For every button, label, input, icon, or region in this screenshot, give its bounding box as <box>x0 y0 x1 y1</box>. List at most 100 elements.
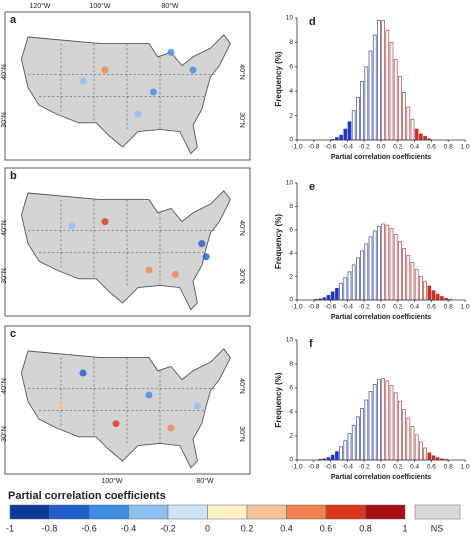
bar <box>427 452 432 461</box>
bar <box>347 121 352 141</box>
lat-label: 30°N <box>238 112 246 128</box>
x-tick-label: -0.2 <box>359 304 371 311</box>
bar <box>330 454 335 461</box>
map-patch <box>193 402 201 410</box>
x-tick-label: -0.4 <box>342 464 354 471</box>
map-patch <box>167 424 175 432</box>
bar <box>377 379 381 461</box>
bar <box>351 110 356 141</box>
lat-label: 40°N <box>0 64 8 80</box>
bar <box>419 276 423 301</box>
x-tick-label: 0.8 <box>444 144 453 151</box>
map-patch <box>101 66 109 74</box>
colorbar-label: -0.8 <box>42 523 58 533</box>
bar <box>393 392 398 461</box>
map-patch <box>101 218 109 226</box>
bar <box>398 400 402 461</box>
colorbar-swatch <box>167 504 208 520</box>
bar <box>351 424 356 461</box>
bar <box>402 92 406 141</box>
y-tick-label: 10 <box>286 180 294 187</box>
bar <box>339 446 343 461</box>
x-axis-label: Partial correlation coefficients <box>331 314 431 321</box>
bar <box>431 455 436 461</box>
bar <box>368 236 373 301</box>
colorbar-swatch <box>365 504 406 520</box>
x-tick-label: -0.2 <box>359 464 371 471</box>
y-tick-label: 2 <box>289 112 293 119</box>
map-patch <box>149 88 157 96</box>
y-tick-label: 4 <box>289 250 293 257</box>
bar <box>398 76 402 141</box>
bar <box>410 118 415 141</box>
bar <box>393 59 398 141</box>
bar <box>381 223 385 301</box>
bar <box>330 291 335 301</box>
y-tick-label: 4 <box>289 88 293 95</box>
lat-label: 40°N <box>238 64 246 80</box>
bar <box>410 426 415 461</box>
bar <box>427 285 432 301</box>
bar <box>440 296 444 301</box>
bar <box>398 241 402 301</box>
y-tick-label: 10 <box>286 15 294 22</box>
map-patch <box>134 110 142 118</box>
bar <box>339 283 343 301</box>
lat-label: 30°N <box>0 268 8 284</box>
y-tick-label: 6 <box>289 385 293 392</box>
x-tick-label: -0.6 <box>325 304 337 311</box>
bar <box>414 269 419 301</box>
bar <box>414 128 419 141</box>
x-tick-label: -0.6 <box>325 464 337 471</box>
bar <box>368 50 373 141</box>
y-tick-label: 6 <box>289 64 293 71</box>
colorbar-label: 0.2 <box>241 523 254 533</box>
lat-label: 30°N <box>0 112 8 128</box>
lat-label: 40°N <box>0 220 8 236</box>
colorbar-label: -0.4 <box>121 523 137 533</box>
bar <box>372 34 377 141</box>
colorbar-label: 0.8 <box>359 523 372 533</box>
bar <box>414 434 419 461</box>
map-patch <box>171 270 179 278</box>
x-tick-label: 0.4 <box>410 144 419 151</box>
x-tick-label: -1.0 <box>291 464 303 471</box>
panel-label: e <box>309 181 315 193</box>
x-tick-label: -0.8 <box>308 304 320 311</box>
bar <box>423 280 427 301</box>
panel-label: a <box>10 14 17 26</box>
colorbar-label: -1 <box>6 523 14 533</box>
bar <box>377 20 381 141</box>
lat-label: 40°N <box>238 220 246 236</box>
bar <box>347 271 352 301</box>
x-tick-label: 0.6 <box>427 304 436 311</box>
lat-label: 30°N <box>238 268 246 284</box>
map-patch <box>112 420 120 428</box>
bar <box>343 277 348 301</box>
bar <box>389 385 394 461</box>
bar <box>351 264 356 301</box>
y-tick-label: 10 <box>286 337 294 344</box>
map-patch <box>68 222 76 230</box>
x-tick-label: 1.0 <box>460 464 469 471</box>
bar <box>389 228 394 301</box>
x-tick-label: -0.8 <box>308 144 320 151</box>
colorbar-swatch <box>9 504 50 520</box>
bar <box>364 66 369 141</box>
bar <box>372 384 377 461</box>
colorbar-swatch <box>246 504 287 520</box>
bar <box>364 243 369 301</box>
lon-label: 80°W <box>196 477 214 485</box>
map-patch <box>145 391 153 399</box>
colorbar-swatch <box>414 504 461 520</box>
x-tick-label: 0.4 <box>410 304 419 311</box>
bar <box>406 417 411 461</box>
x-tick-label: 0.0 <box>376 304 385 311</box>
map <box>20 33 232 155</box>
colorbar-swatch <box>128 504 169 520</box>
bar <box>339 134 343 141</box>
bar <box>335 287 339 301</box>
lat-label: 30°N <box>0 426 8 442</box>
panel-label: f <box>309 338 313 350</box>
